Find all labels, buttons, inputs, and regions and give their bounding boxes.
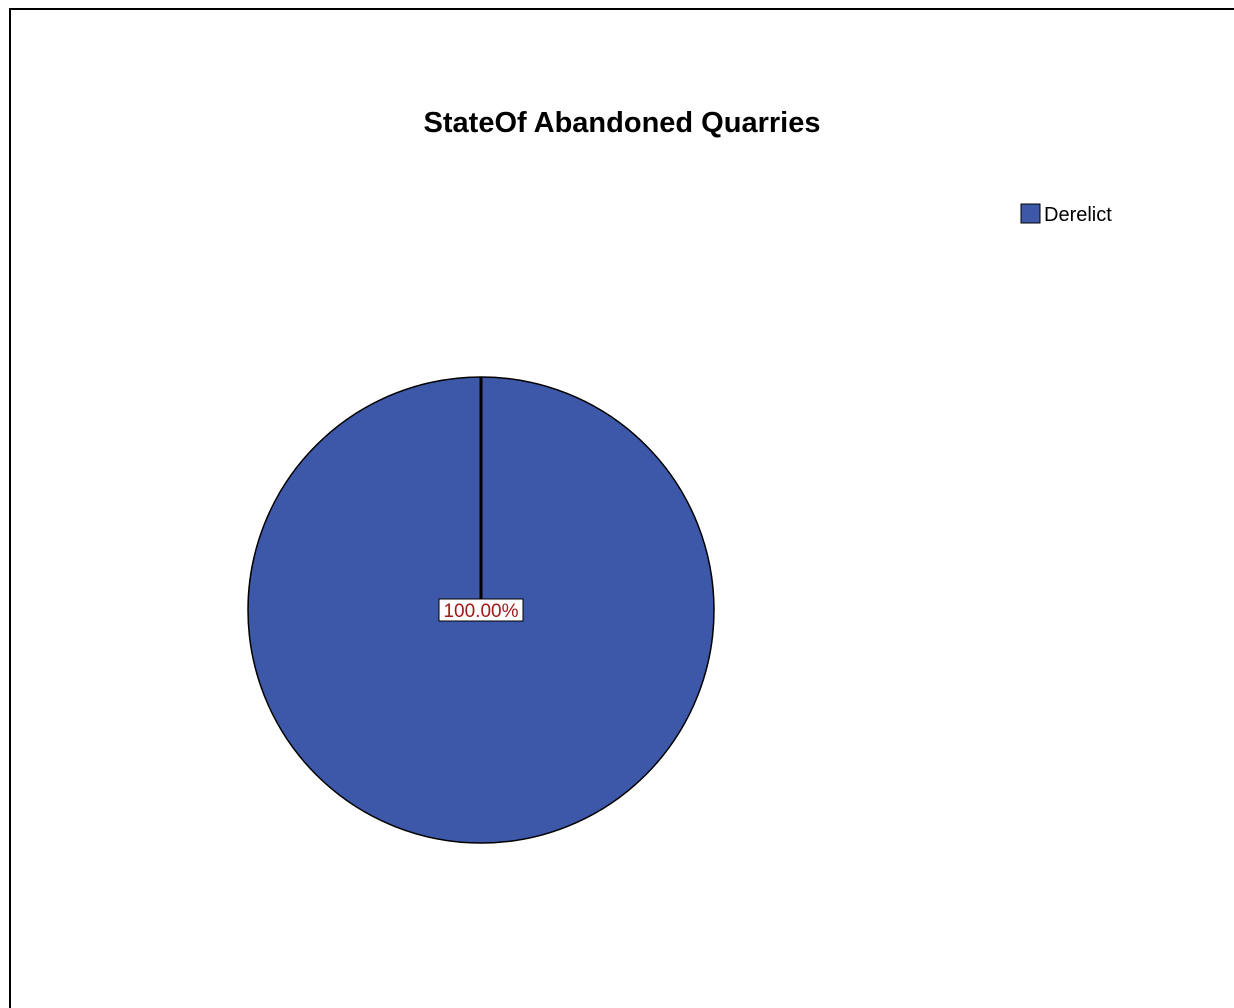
pie-chart: StateOf Abandoned Quarries Derelict 100.… bbox=[247, 107, 1112, 844]
chart-frame bbox=[9, 8, 1234, 1008]
legend-swatch-derelict bbox=[1020, 203, 1041, 224]
slice-label-box bbox=[438, 598, 524, 622]
slice-label-derelict: 100.00% bbox=[443, 601, 518, 622]
legend: Derelict bbox=[1020, 203, 1112, 226]
legend-label-derelict: Derelict bbox=[1044, 204, 1112, 226]
chart-title: StateOf Abandoned Quarries bbox=[424, 107, 821, 139]
slice-label-group: 100.00% bbox=[438, 598, 524, 622]
